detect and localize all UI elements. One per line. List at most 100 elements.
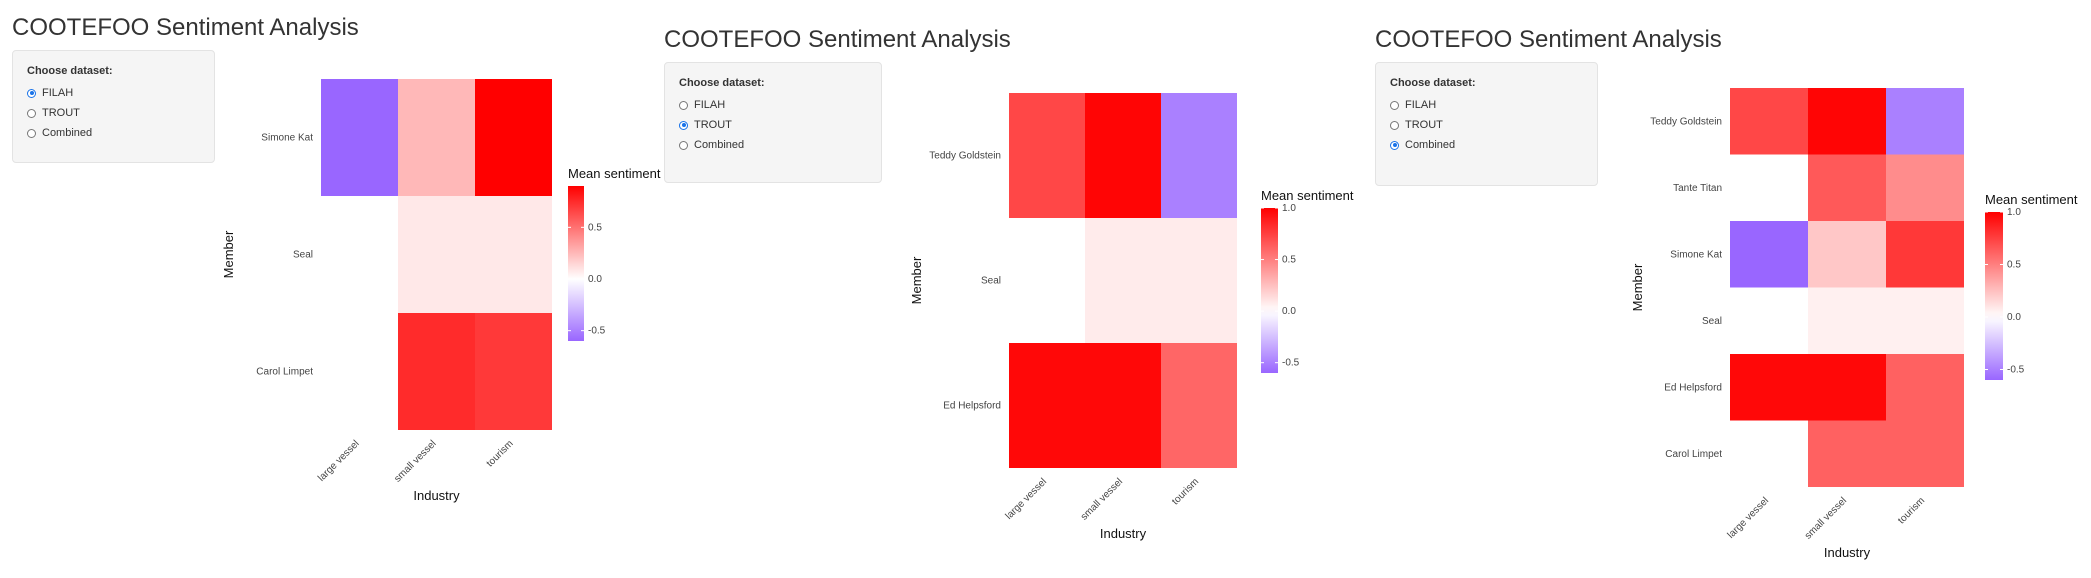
legend-tick-label: 0.0 [1282,306,1296,317]
radio-option-combined[interactable]: Combined [1390,135,1583,155]
y-tick-label: Simone Kat [1670,249,1722,260]
radio-option-trout[interactable]: TROUT [679,115,867,135]
y-axis-title: Member [1630,263,1645,311]
radio-button[interactable] [679,100,688,110]
heatmap-cell [398,313,475,430]
heatmap-cell [321,79,398,196]
x-tick-label: tourism [1896,495,1927,526]
radio-option-trout[interactable]: TROUT [27,103,200,123]
radio-option-filah[interactable]: FILAH [679,95,867,115]
dataset-control-panel: Choose dataset: FILAH TROUT Combined [1375,62,1598,186]
heatmap-cell [1085,218,1161,343]
radio-label: FILAH [694,99,726,111]
x-axis-title: Industry [1824,545,1871,560]
radio-label: Combined [1405,139,1456,151]
page-title: COOTEFOO Sentiment Analysis [12,14,359,41]
radio-button[interactable] [1390,120,1399,130]
heatmap-cell [475,196,552,313]
heatmap-cell [475,79,552,196]
y-tick-label: Carol Limpet [256,367,313,378]
x-tick-label: small vessel [392,438,438,484]
heatmap-cell [1009,343,1085,468]
heatmap-cell [1886,287,1964,354]
y-tick-label: Simone Kat [261,133,313,144]
heatmap-cell [398,79,475,196]
y-tick-label: Seal [293,250,313,261]
heatmap-cell [1730,221,1808,288]
radio-button[interactable] [679,140,688,150]
heatmap-cell [1886,354,1964,421]
radio-label: TROUT [42,107,80,119]
heatmap-cell [1161,93,1237,218]
heatmap-cell [1161,218,1237,343]
legend-tick-label: 0.5 [1282,255,1296,266]
app-panel-trout: COOTEFOO Sentiment Analysis Choose datas… [664,0,1354,578]
radio-label: FILAH [1405,99,1437,111]
x-axis-title: Industry [413,488,460,503]
radio-button[interactable] [27,88,36,98]
heatmap-cell [1085,93,1161,218]
radio-button[interactable] [1390,100,1399,110]
sentiment-heatmap: Simone Kat Seal Carol Limpet large vessel sm… [221,79,661,503]
app-panel-filah: COOTEFOO Sentiment Analysis Choose datas… [12,0,662,578]
dataset-control-panel: Choose dataset: FILAH TROUT Combined [664,62,882,183]
sentiment-heatmap: Teddy Goldstein Tante Titan Simone Kat Seal… [1630,88,2078,560]
radio-button[interactable] [27,128,36,138]
y-axis-title: Member [909,256,924,304]
color-scale-bar [568,186,584,341]
radio-option-combined[interactable]: Combined [27,123,200,143]
dataset-control-panel: Choose dataset: FILAH TROUT Combined [12,50,215,163]
heatmap-cell [1808,354,1886,421]
heatmap-cell [1886,88,1964,155]
radio-option-combined[interactable]: Combined [679,135,867,155]
heatmap-cell [1009,93,1085,218]
sentiment-heatmap: Teddy Goldstein Seal Ed Helpsford large ves… [909,93,1354,541]
radio-option-filah[interactable]: FILAH [27,83,200,103]
x-tick-label: tourism [485,438,516,469]
heatmap-cell [1730,88,1808,155]
x-tick-label: large vessel [1726,495,1772,541]
radio-label: Combined [42,127,93,139]
y-tick-label: Seal [981,276,1001,287]
legend-tick-label: 0.5 [588,222,602,233]
page-title: COOTEFOO Sentiment Analysis [664,26,1011,53]
radio-button[interactable] [679,120,688,130]
radio-button[interactable] [27,108,36,118]
x-tick-label: tourism [1170,476,1201,507]
x-tick-label: large vessel [1004,476,1050,522]
y-axis-title: Member [221,230,236,278]
radio-option-filah[interactable]: FILAH [1390,95,1583,115]
heatmap-cell [1808,287,1886,354]
legend-tick-label: 1.0 [1282,203,1296,214]
legend-title: Mean sentiment [1261,188,1354,203]
radio-label: Combined [694,139,745,151]
heatmap-cell [1886,420,1964,487]
radio-option-trout[interactable]: TROUT [1390,115,1583,135]
heatmap-cell [1808,88,1886,155]
radio-button[interactable] [1390,140,1399,150]
heatmap-cell [1808,154,1886,221]
y-tick-label: Teddy Goldstein [929,151,1001,162]
heatmap-cell [475,313,552,430]
app-panel-combined: COOTEFOO Sentiment Analysis Choose datas… [1375,0,2087,578]
radio-label: TROUT [694,119,732,131]
y-tick-label: Carol Limpet [1665,449,1722,460]
legend-tick-label: -0.5 [2007,365,2025,376]
legend-tick-label: -0.5 [588,326,606,337]
radio-label: FILAH [42,87,74,99]
y-tick-label: Ed Helpsford [943,401,1001,412]
legend-tick-label: 1.0 [2007,207,2021,218]
y-tick-label: Tante Titan [1673,183,1722,194]
heatmap-cell [1161,343,1237,468]
legend-tick-label: -0.5 [1282,358,1300,369]
heatmap-cell [1886,154,1964,221]
legend-title: Mean sentiment [568,166,661,181]
dataset-label: Choose dataset: [1390,77,1476,89]
legend-title: Mean sentiment [1985,192,2078,207]
heatmap-cell [1730,354,1808,421]
x-tick-label: small vessel [1079,476,1125,522]
heatmap-cell [1886,221,1964,288]
heatmap-cell [1808,420,1886,487]
heatmap-cell [398,196,475,313]
radio-label: TROUT [1405,119,1443,131]
